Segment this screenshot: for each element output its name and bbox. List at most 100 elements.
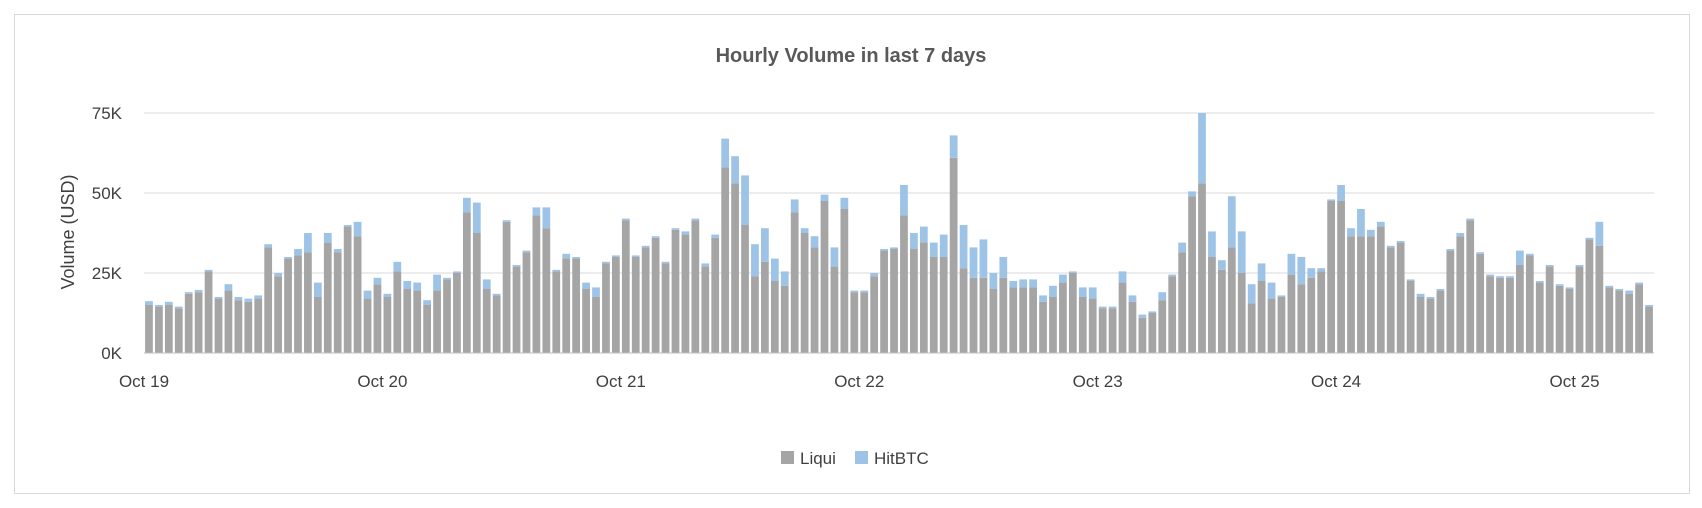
bar-liqui (145, 305, 153, 353)
bar-hitbtc (1088, 287, 1097, 299)
bar-hitbtc (820, 194, 829, 201)
bar-hitbtc (1237, 231, 1246, 273)
bar-liqui (1347, 236, 1355, 353)
bar-hitbtc (1347, 228, 1355, 237)
bar-liqui (1367, 236, 1375, 353)
bar-hitbtc (1247, 284, 1256, 304)
bar-liqui (641, 247, 650, 353)
bar-liqui (1555, 285, 1564, 353)
bar-liqui (1446, 250, 1455, 353)
bar-liqui (761, 261, 769, 353)
bar-hitbtc (393, 261, 402, 272)
bar-liqui (1019, 287, 1028, 353)
bar-liqui (224, 290, 233, 353)
bar-hitbtc (145, 301, 153, 305)
bar-liqui (294, 255, 302, 353)
bar-liqui (1068, 273, 1077, 353)
chart-frame (14, 14, 1690, 494)
bar-liqui (840, 209, 849, 353)
bar-liqui (1396, 242, 1405, 353)
bar-liqui (363, 298, 372, 353)
bar-liqui (1148, 313, 1157, 353)
bar-hitbtc (472, 202, 481, 233)
bar-liqui (502, 221, 511, 353)
bar-liqui (949, 157, 958, 353)
bar-hitbtc (1476, 252, 1485, 254)
bar-hitbtc (363, 290, 372, 299)
bar-liqui (522, 252, 531, 353)
bar-liqui (651, 237, 660, 353)
bar-liqui (1337, 201, 1345, 353)
bar-hitbtc (323, 233, 332, 243)
bar-hitbtc (830, 247, 839, 267)
bar-hitbtc (582, 282, 590, 289)
bar-liqui (1376, 226, 1385, 353)
bar-hitbtc (751, 244, 759, 277)
bar-hitbtc (244, 298, 253, 302)
bar-liqui (910, 249, 918, 353)
bar-hitbtc (1277, 295, 1286, 297)
bar-hitbtc (1307, 268, 1316, 278)
bar-liqui (234, 300, 243, 353)
bar-liqui (274, 276, 282, 353)
bar-hitbtc (1337, 185, 1345, 201)
bar-liqui (1287, 274, 1296, 353)
bar-hitbtc (204, 269, 213, 272)
chart-title: Hourly Volume in last 7 days (716, 45, 987, 67)
bar-hitbtc (572, 257, 581, 259)
bar-liqui (701, 266, 710, 353)
bar-hitbtc (602, 261, 610, 264)
bar-liqui (1585, 239, 1594, 353)
bar-hitbtc (890, 247, 898, 249)
bar-hitbtc (1178, 242, 1186, 253)
bar-hitbtc (612, 255, 620, 257)
bar-liqui (939, 257, 948, 353)
bar-liqui (1198, 183, 1206, 353)
bar-hitbtc (532, 207, 541, 216)
bar-liqui (1436, 290, 1445, 353)
bar-liqui (751, 276, 759, 353)
bar-hitbtc (979, 239, 988, 278)
bar-hitbtc (1376, 221, 1385, 227)
bar-liqui (443, 279, 451, 353)
bar-liqui (1078, 297, 1087, 353)
bar-liqui (1466, 220, 1475, 353)
bar-liqui (790, 212, 799, 353)
bar-liqui (204, 271, 213, 353)
bar-liqui (1247, 303, 1256, 353)
bar-hitbtc (1158, 292, 1167, 301)
bar-hitbtc (1436, 289, 1445, 291)
bar-liqui (313, 297, 322, 353)
bar-liqui (164, 305, 173, 353)
bar-liqui (1257, 281, 1266, 353)
bar-hitbtc (1257, 263, 1266, 281)
bar-hitbtc (1625, 290, 1634, 294)
bar-liqui (890, 249, 898, 353)
bar-hitbtc (910, 233, 918, 249)
bar-hitbtc (1128, 295, 1137, 302)
bar-liqui (1635, 284, 1643, 353)
bar-liqui (1317, 271, 1326, 353)
bar-hitbtc (860, 290, 869, 293)
bar-hitbtc (1118, 271, 1127, 283)
bar-hitbtc (780, 271, 789, 286)
bar-hitbtc (1535, 281, 1544, 283)
bar-liqui (621, 220, 630, 353)
bar-hitbtc (1168, 274, 1177, 277)
bar-hitbtc (512, 265, 521, 267)
bar-hitbtc (224, 284, 233, 291)
bar-liqui (1426, 298, 1435, 353)
bar-hitbtc (1317, 268, 1326, 272)
bar-hitbtc (1287, 253, 1296, 275)
bar-liqui (1009, 287, 1018, 353)
bar-hitbtc (304, 233, 312, 253)
bar-hitbtc (284, 257, 292, 259)
bar-liqui (691, 220, 700, 353)
bar-liqui (1128, 301, 1137, 353)
bar-hitbtc (1635, 282, 1643, 285)
bar-liqui (512, 266, 521, 353)
bar-liqui (1088, 298, 1097, 353)
bar-hitbtc (989, 273, 998, 289)
bar-hitbtc (164, 301, 173, 305)
bar-liqui (1158, 300, 1167, 353)
